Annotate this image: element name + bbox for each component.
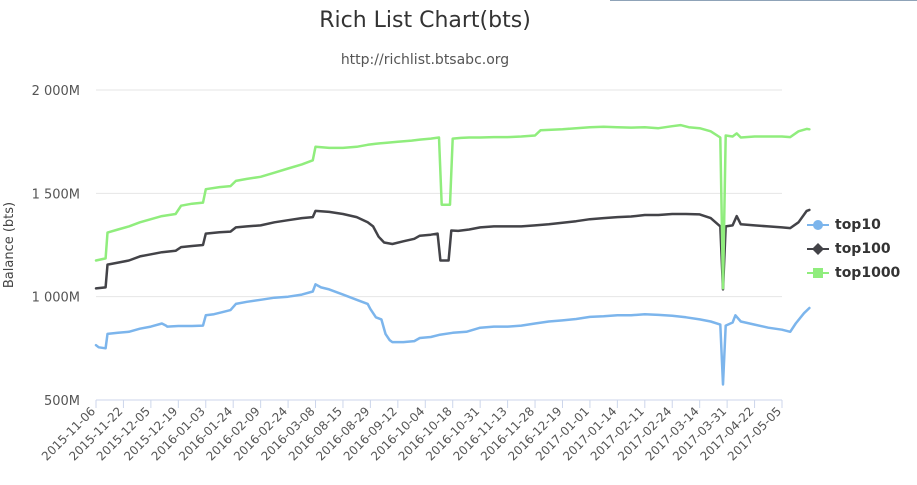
legend-item-top1000[interactable]: top1000 <box>807 262 900 284</box>
chart-subtitle: http://richlist.btsabc.org <box>340 52 510 68</box>
y-tick-label: 1 000M <box>32 291 80 306</box>
legend-marker-square-icon <box>813 268 823 278</box>
series-line-top10 <box>94 283 811 386</box>
legend-marker-circle-icon <box>813 220 823 230</box>
y-tick-label: 2 000M <box>32 84 80 99</box>
series-line-top1000 <box>94 123 811 290</box>
legend-label-top10: top10 <box>835 217 881 233</box>
top-divider-line <box>610 0 917 1</box>
chart-legend: top10 top100 top1000 <box>807 214 900 286</box>
legend-label-top100: top100 <box>835 241 891 257</box>
legend-swatch-top10 <box>807 220 829 230</box>
legend-swatch-top100 <box>807 243 829 255</box>
legend-swatch-top1000 <box>807 268 829 278</box>
legend-marker-diamond-icon <box>812 243 824 255</box>
y-tick-label: 1 500M <box>32 187 80 202</box>
legend-item-top10[interactable]: top10 <box>807 214 900 236</box>
y-tick-label: 500M <box>44 394 80 409</box>
chart-title: Rich List Chart(bts) <box>319 8 531 33</box>
series-line-top100 <box>94 208 811 291</box>
y-axis-title: Balance (bts) <box>2 202 17 288</box>
legend-label-top1000: top1000 <box>835 265 901 281</box>
legend-item-top100[interactable]: top100 <box>807 238 900 260</box>
